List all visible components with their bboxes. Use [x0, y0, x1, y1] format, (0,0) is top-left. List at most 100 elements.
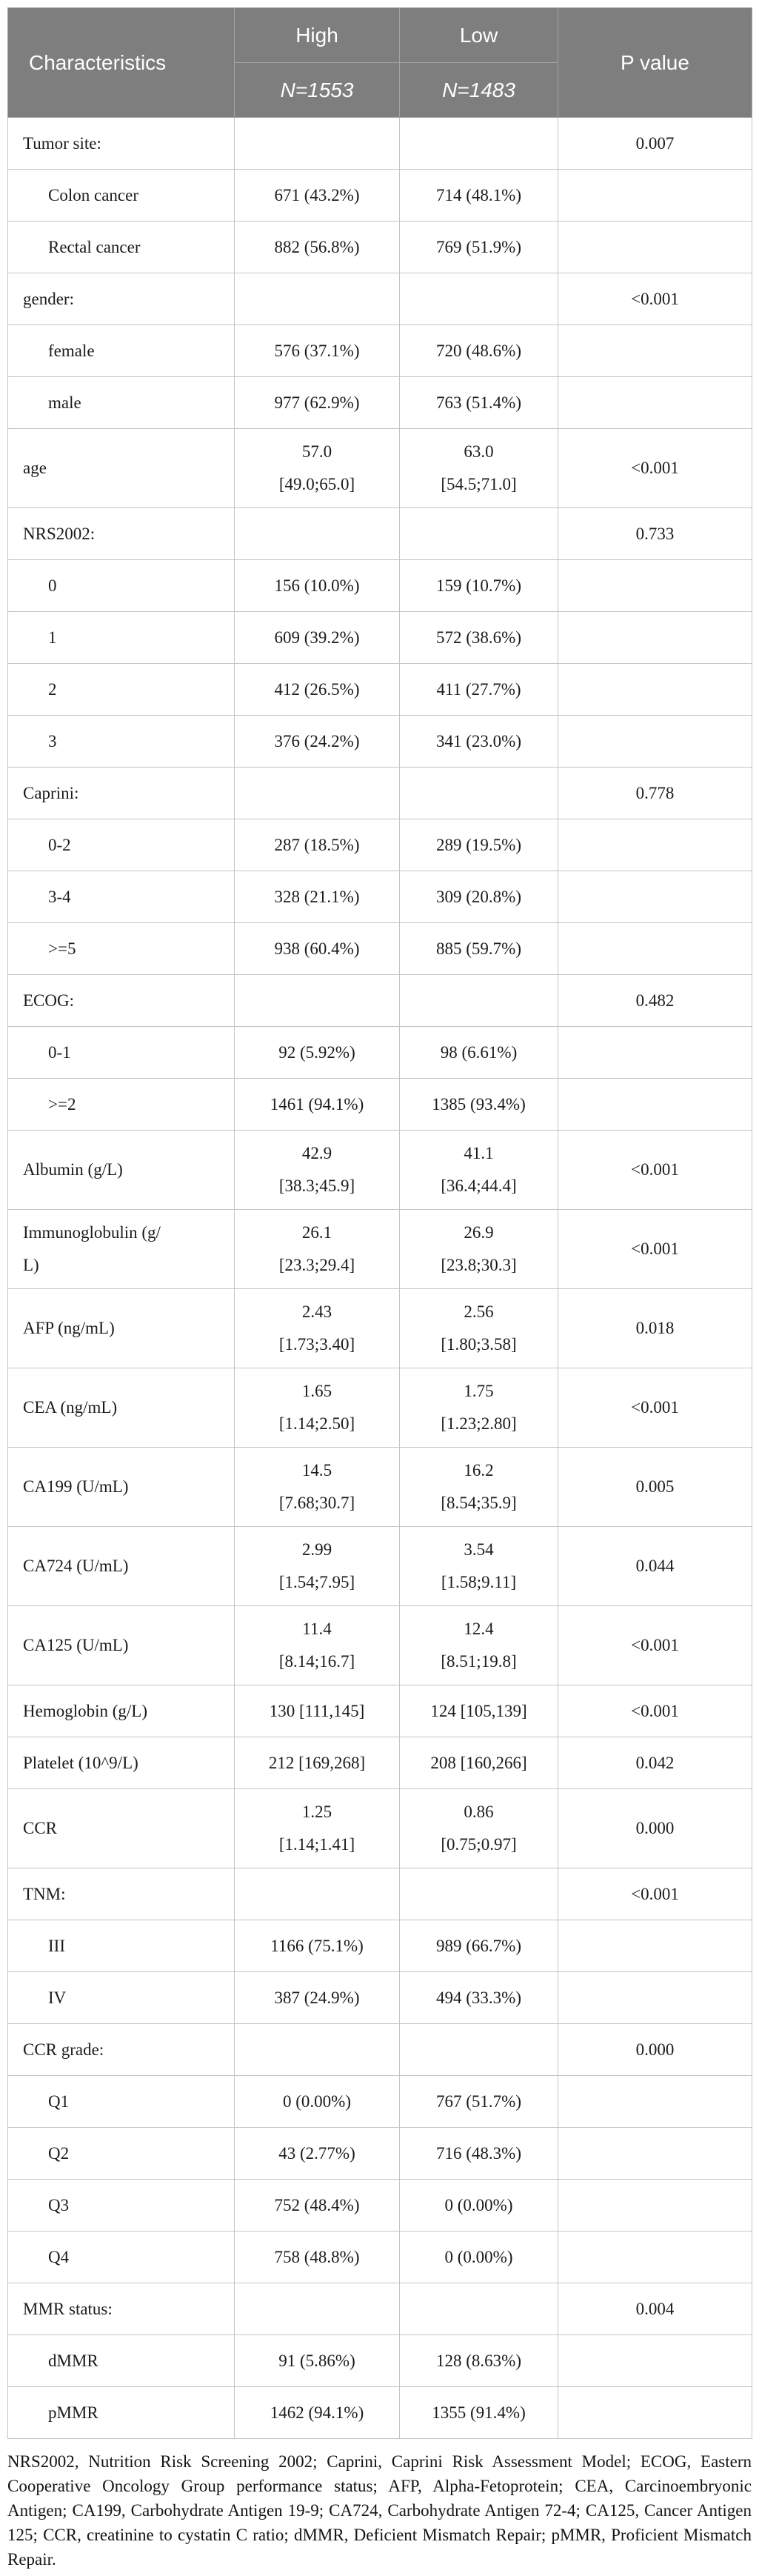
cell-high-value: 1.25 [1.14;1.41]	[234, 1788, 400, 1868]
cell-p-value: <0.001	[558, 1130, 752, 1210]
cell-high-value: 609 (39.2%)	[234, 611, 400, 664]
cell-p-value: 0.000	[558, 1788, 752, 1868]
table-row: CA125 (U/mL) 11.4 [8.14;16.7] 12.4 [8.51;1…	[7, 1605, 752, 1685]
table-row: dMMR 91 (5.86%) 128 (8.63%)	[7, 2334, 752, 2387]
row-label: 2	[7, 663, 235, 716]
table-row: >=2 1461 (94.1%) 1385 (93.4%)	[7, 1078, 752, 1131]
table-row: CA724 (U/mL) 2.99 [1.54;7.95] 3.54 [1.58;9…	[7, 1526, 752, 1606]
cell-low-value: 41.1 [36.4;44.4]	[399, 1130, 558, 1210]
table-row: Immunoglobulin (g/ L) 26.1 [23.3;29.4] 26.…	[7, 1209, 752, 1289]
cell-p-value	[558, 715, 752, 768]
cell-high-value: 91 (5.86%)	[234, 2334, 400, 2387]
cell-p-value: 0.007	[558, 117, 752, 170]
cell-low-value	[399, 507, 558, 560]
cell-p-value	[558, 1920, 752, 1972]
cell-high-value: 977 (62.9%)	[234, 376, 400, 429]
cell-p-value: 0.018	[558, 1288, 752, 1368]
cell-high-value	[234, 117, 400, 170]
cell-low-value: 0 (0.00%)	[399, 2179, 558, 2231]
table-row: 0-1 92 (5.92%) 98 (6.61%)	[7, 1026, 752, 1079]
table-row: 3-4 328 (21.1%) 309 (20.8%)	[7, 871, 752, 923]
row-label: Caprini:	[7, 767, 235, 819]
cell-low-value: 309 (20.8%)	[399, 871, 558, 923]
row-label: IV	[7, 1971, 235, 2024]
cell-p-value: <0.001	[558, 1605, 752, 1685]
cell-high-value: 576 (37.1%)	[234, 325, 400, 377]
table-row: female 576 (37.1%) 720 (48.6%)	[7, 325, 752, 377]
row-label: female	[7, 325, 235, 377]
cell-p-value: 0.004	[558, 2283, 752, 2335]
cell-p-value	[558, 922, 752, 975]
cell-low-value: 124 [105,139]	[399, 1685, 558, 1737]
cell-high-value: 412 (26.5%)	[234, 663, 400, 716]
table-row: Q1 0 (0.00%) 767 (51.7%)	[7, 2075, 752, 2128]
table-body: Tumor site: 0.007 Colon cancer 671 (43.2%) 7…	[7, 117, 752, 2439]
table-row: 1 609 (39.2%) 572 (38.6%)	[7, 611, 752, 664]
row-label: MMR status:	[7, 2283, 235, 2335]
row-label: ECOG:	[7, 974, 235, 1027]
table-row: 0 156 (10.0%) 159 (10.7%)	[7, 559, 752, 612]
cell-low-value	[399, 117, 558, 170]
cell-high-value: 1.65 [1.14;2.50]	[234, 1368, 400, 1448]
row-label: CA724 (U/mL)	[7, 1526, 235, 1606]
cell-low-value: 572 (38.6%)	[399, 611, 558, 664]
cell-low-value: 159 (10.7%)	[399, 559, 558, 612]
row-label: Immunoglobulin (g/ L)	[7, 1209, 235, 1289]
cell-high-value: 376 (24.2%)	[234, 715, 400, 768]
table-row: Q2 43 (2.77%) 716 (48.3%)	[7, 2127, 752, 2180]
cell-p-value	[558, 819, 752, 871]
cell-low-value: 720 (48.6%)	[399, 325, 558, 377]
table-row: 2 412 (26.5%) 411 (27.7%)	[7, 663, 752, 716]
table-row: Q4 758 (48.8%) 0 (0.00%)	[7, 2231, 752, 2283]
cell-p-value	[558, 2075, 752, 2128]
row-label: dMMR	[7, 2334, 235, 2387]
cell-p-value	[558, 325, 752, 377]
cell-high-value: 2.99 [1.54;7.95]	[234, 1526, 400, 1606]
table-row: Colon cancer 671 (43.2%) 714 (48.1%)	[7, 169, 752, 222]
cell-high-value: 1462 (94.1%)	[234, 2386, 400, 2439]
table-row: III 1166 (75.1%) 989 (66.7%)	[7, 1920, 752, 1972]
cell-p-value: <0.001	[558, 1368, 752, 1448]
cell-p-value: <0.001	[558, 428, 752, 508]
cell-high-value: 758 (48.8%)	[234, 2231, 400, 2283]
table-row: CCR 1.25 [1.14;1.41] 0.86 [0.75;0.97] 0.000	[7, 1788, 752, 1868]
cell-high-value: 0 (0.00%)	[234, 2075, 400, 2128]
header-high-n: N=1553	[234, 62, 400, 118]
cell-p-value	[558, 221, 752, 273]
cell-high-value	[234, 767, 400, 819]
cell-p-value: <0.001	[558, 273, 752, 325]
row-label: gender:	[7, 273, 235, 325]
cell-high-value: 2.43 [1.73;3.40]	[234, 1288, 400, 1368]
table-row: Caprini: 0.778	[7, 767, 752, 819]
table-row: 0-2 287 (18.5%) 289 (19.5%)	[7, 819, 752, 871]
cell-low-value: 716 (48.3%)	[399, 2127, 558, 2180]
cell-p-value	[558, 559, 752, 612]
table-row: Albumin (g/L) 42.9 [38.3;45.9] 41.1 [36.4;…	[7, 1130, 752, 1210]
row-label: AFP (ng/mL)	[7, 1288, 235, 1368]
cell-low-value	[399, 273, 558, 325]
row-label: 0	[7, 559, 235, 612]
row-label: CEA (ng/mL)	[7, 1368, 235, 1448]
cell-low-value: 3.54 [1.58;9.11]	[399, 1526, 558, 1606]
cell-high-value	[234, 1868, 400, 1920]
cell-p-value	[558, 871, 752, 923]
table-row: CEA (ng/mL) 1.65 [1.14;2.50] 1.75 [1.23;2.…	[7, 1368, 752, 1448]
header-low-n: N=1483	[399, 62, 558, 118]
table-row: Hemoglobin (g/L) 130 [111,145] 124 [105,13…	[7, 1685, 752, 1737]
cell-p-value: 0.778	[558, 767, 752, 819]
cell-low-value: 1355 (91.4%)	[399, 2386, 558, 2439]
cell-p-value: 0.000	[558, 2023, 752, 2076]
cell-low-value: 16.2 [8.54;35.9]	[399, 1447, 558, 1527]
cell-low-value: 341 (23.0%)	[399, 715, 558, 768]
cell-p-value	[558, 2179, 752, 2231]
cell-low-value: 63.0 [54.5;71.0]	[399, 428, 558, 508]
row-label: Albumin (g/L)	[7, 1130, 235, 1210]
table-row: >=5 938 (60.4%) 885 (59.7%)	[7, 922, 752, 975]
cell-high-value: 42.9 [38.3;45.9]	[234, 1130, 400, 1210]
cell-low-value	[399, 767, 558, 819]
table-row: male 977 (62.9%) 763 (51.4%)	[7, 376, 752, 429]
cell-high-value	[234, 2023, 400, 2076]
cell-low-value	[399, 1868, 558, 1920]
cell-high-value	[234, 2283, 400, 2335]
table-row: Platelet (10^9/L) 212 [169,268] 208 [160,2…	[7, 1737, 752, 1789]
